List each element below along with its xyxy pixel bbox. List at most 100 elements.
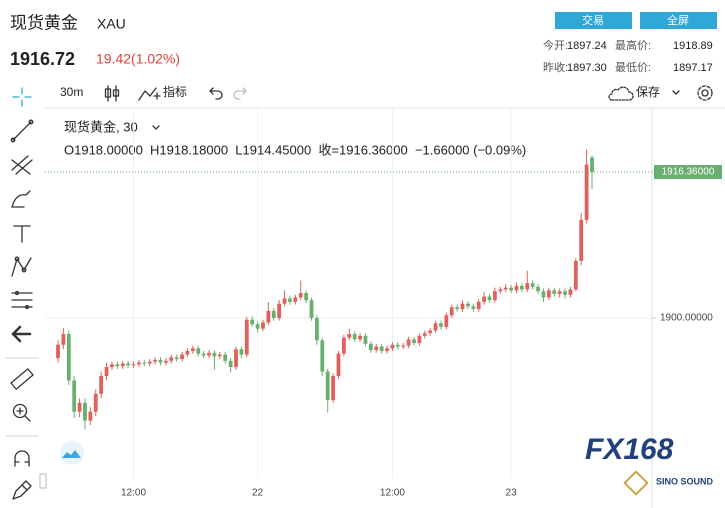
candle-body bbox=[223, 354, 228, 361]
candle-body bbox=[320, 340, 325, 372]
last-price-label: 1916.36000 bbox=[662, 167, 715, 178]
x-tick-label: 12:00 bbox=[121, 488, 146, 499]
trendline-tool[interactable] bbox=[10, 119, 34, 143]
fib-tool[interactable] bbox=[11, 290, 33, 310]
candle-body bbox=[66, 334, 71, 381]
stat-value: 1897.30 bbox=[567, 62, 607, 74]
chart-style-icon[interactable] bbox=[104, 85, 120, 102]
y-tick-label: 1900.00000 bbox=[660, 313, 713, 324]
ohlc-readout: O1918.00000 H1918.18000 L1914.45000 收=19… bbox=[64, 142, 526, 157]
candle-body bbox=[568, 289, 573, 295]
candle-body bbox=[352, 334, 357, 340]
candle-body bbox=[201, 353, 206, 356]
candle-body bbox=[137, 362, 141, 365]
candle-body bbox=[304, 293, 309, 301]
series-menu-chevron[interactable] bbox=[152, 125, 160, 130]
candle-body bbox=[449, 307, 454, 316]
indicator-icon[interactable] bbox=[138, 87, 161, 101]
candle-body bbox=[77, 402, 82, 412]
candle-body bbox=[374, 346, 379, 351]
trade-button-label[interactable]: 交易 bbox=[582, 13, 604, 27]
candle-body bbox=[174, 357, 179, 360]
candle-body bbox=[196, 348, 201, 354]
fullscreen-button-label[interactable]: 全屏 bbox=[667, 13, 689, 27]
candle-body bbox=[158, 359, 163, 363]
cloud-badge[interactable] bbox=[60, 441, 84, 465]
candle-body bbox=[83, 402, 87, 421]
stat-value: 1897.24 bbox=[567, 40, 607, 52]
candle-body bbox=[288, 298, 292, 302]
channel-tool[interactable] bbox=[11, 155, 33, 175]
candle-body bbox=[212, 352, 217, 357]
candle-body bbox=[72, 380, 77, 412]
candle-body bbox=[476, 301, 481, 310]
magnet-tool[interactable] bbox=[14, 450, 30, 467]
measure-tool[interactable] bbox=[10, 368, 34, 390]
x-tick-label: 23 bbox=[506, 488, 518, 499]
candle-body bbox=[56, 344, 60, 359]
candle-body bbox=[282, 298, 287, 304]
brush-tool[interactable] bbox=[11, 190, 31, 208]
candle-body bbox=[271, 310, 276, 318]
current-price: 1916.72 bbox=[10, 49, 75, 69]
candle-body bbox=[88, 411, 93, 421]
candle-body bbox=[390, 344, 395, 349]
candle-body bbox=[590, 157, 594, 172]
candle-body bbox=[61, 334, 66, 345]
candle-body bbox=[536, 286, 540, 292]
stat-label: 今开: bbox=[543, 38, 568, 52]
candle-body bbox=[298, 293, 303, 298]
stat-value: 1897.17 bbox=[673, 62, 713, 74]
candle-body bbox=[293, 297, 298, 302]
trade-button[interactable] bbox=[555, 12, 632, 29]
candle-body bbox=[493, 291, 497, 301]
text-tool[interactable] bbox=[13, 225, 31, 243]
candle-body bbox=[120, 363, 125, 367]
watermark-logo: FX168 bbox=[585, 433, 674, 466]
candle-body bbox=[379, 346, 384, 352]
save-menu-chevron[interactable] bbox=[672, 90, 680, 95]
candle-body bbox=[573, 260, 578, 290]
interval-selector[interactable]: 30m bbox=[60, 85, 83, 99]
candle-body bbox=[185, 351, 190, 355]
candle-body bbox=[153, 359, 157, 362]
candle-body bbox=[126, 363, 131, 366]
candle-body bbox=[584, 164, 589, 220]
save-button[interactable]: 保存 bbox=[636, 85, 660, 99]
drawing-toolbar bbox=[5, 87, 39, 500]
candle-body bbox=[466, 303, 470, 307]
cloud-save-icon[interactable] bbox=[608, 86, 634, 101]
fullscreen-button[interactable] bbox=[640, 12, 717, 29]
candle-body bbox=[261, 322, 265, 329]
pattern-tool[interactable] bbox=[11, 256, 32, 277]
candle-body bbox=[503, 287, 508, 290]
candle-body bbox=[368, 343, 373, 351]
last-price-tag bbox=[654, 164, 722, 179]
redo-icon[interactable] bbox=[233, 87, 247, 100]
settings-icon[interactable] bbox=[697, 85, 713, 101]
candle-body bbox=[530, 283, 535, 287]
candle-body bbox=[471, 306, 476, 310]
zoom-tool[interactable] bbox=[12, 403, 31, 422]
candle-body bbox=[341, 337, 346, 354]
candle-body bbox=[509, 287, 513, 291]
candle-body bbox=[163, 360, 168, 363]
stat-value: 1918.89 bbox=[673, 40, 713, 52]
candle-body bbox=[444, 315, 449, 327]
undo-icon[interactable] bbox=[209, 87, 223, 100]
lock-draw-tool[interactable] bbox=[12, 480, 32, 500]
candle-body bbox=[498, 289, 503, 292]
candle-body bbox=[169, 357, 174, 361]
collapse-tool[interactable] bbox=[11, 325, 32, 343]
candle-body bbox=[217, 354, 222, 357]
watermark-tagline: SINO SOUND bbox=[656, 476, 714, 486]
crosshair-tool[interactable] bbox=[12, 87, 32, 107]
plot-area: 1900.00000 12:00 22 12:00 23 1916.36000 bbox=[45, 108, 722, 499]
watermark-emblem bbox=[623, 470, 649, 496]
panel-toggle[interactable] bbox=[39, 473, 47, 489]
candle-body bbox=[514, 285, 519, 291]
candle-body bbox=[277, 303, 282, 318]
indicator-button[interactable]: 指标 bbox=[163, 84, 187, 99]
cloud-badge-icon bbox=[62, 450, 81, 458]
candle-body bbox=[401, 345, 406, 347]
